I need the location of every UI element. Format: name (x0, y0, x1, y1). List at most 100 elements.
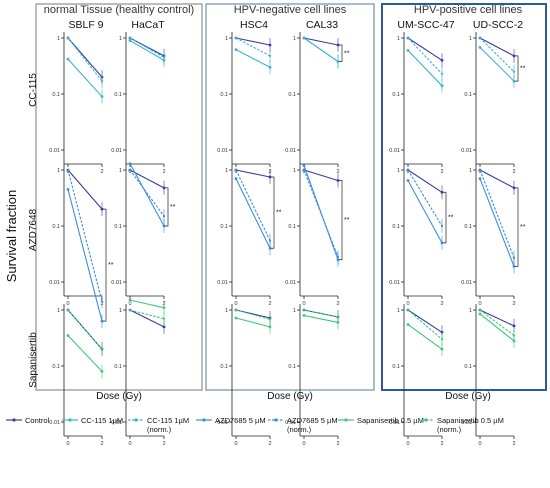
legend-marker (134, 418, 138, 422)
significance-bracket (339, 180, 343, 261)
data-point (66, 334, 70, 337)
series-line (235, 309, 271, 320)
panel-sblf-9-cc-115: 10.10.010 2 (49, 32, 104, 175)
y-tick-label: 0.01 (461, 148, 472, 154)
legend-label-suffix: (norm.) (147, 425, 172, 434)
x-tick-label: 2 (440, 169, 443, 175)
legend-label-suffix: (norm.) (437, 425, 462, 434)
series-line (303, 309, 339, 318)
data-point (128, 308, 132, 312)
y-tick-label: 0.01 (461, 420, 472, 426)
legend-item: AZD7685 5 µM(norm.) (268, 416, 338, 434)
series-line (67, 37, 103, 82)
y-tick-label: 0.1 (220, 364, 228, 370)
y-tick-label: 0.01 (49, 280, 60, 286)
legend-label: AZD7685 5 µM (215, 416, 266, 425)
series-line (67, 169, 103, 302)
x-tick-label: 0 (406, 441, 409, 447)
y-tick-label: 0.1 (392, 224, 400, 230)
series-line (407, 169, 443, 227)
panel-cal33-cc-115: 1 0.1 0.01 0 2 ** (285, 32, 350, 175)
y-tick-label: 0.1 (52, 364, 60, 370)
legend-marker (274, 418, 278, 422)
panel-ud-scc-2-azd7648: 1 0.1 0.01 0 2 ** (461, 164, 526, 307)
legend-label: Control (25, 416, 50, 425)
series-line (407, 50, 443, 87)
group-title-hpv-positive: HPV-positive cell lines (414, 4, 523, 16)
x-axis-title-1: Dose (Gy) (96, 391, 142, 402)
y-tick-label: 1 (293, 308, 296, 314)
x-tick-label: 0 (66, 301, 69, 307)
column-label: CAL33 (306, 19, 338, 31)
series-line (235, 169, 271, 241)
y-tick-label: 1 (469, 308, 472, 314)
data-point (234, 308, 238, 312)
data-point (128, 162, 132, 166)
series-line (67, 58, 103, 97)
series-line (479, 169, 515, 259)
data-point (406, 179, 410, 182)
x-tick-label: 0 (128, 169, 131, 175)
significance-mark: ** (448, 215, 454, 222)
y-tick-label: 0.01 (285, 280, 296, 286)
y-tick-label: 1 (293, 36, 296, 42)
series-line (129, 37, 165, 58)
x-axis-title-3: Dose (Gy) (445, 391, 491, 402)
panel-hsc4-sapanisertib: 1 0.1 0.01 0 2 (217, 304, 272, 447)
y-tick-label: 0.01 (461, 280, 472, 286)
series-line (67, 169, 103, 210)
series-line (303, 37, 339, 62)
significance-bracket (271, 176, 275, 249)
x-tick-label: 0 (302, 441, 305, 447)
y-axis-title: Survival fraction (4, 190, 19, 282)
series-line (303, 314, 339, 323)
x-tick-label: 2 (268, 301, 271, 307)
series-line (235, 178, 271, 249)
series-line (479, 37, 515, 57)
legend-item: CC-115 1µM(norm.) (128, 416, 189, 434)
x-tick-label: 2 (512, 441, 515, 447)
legend-item: Sapanisertib 0.5 µM(norm.) (418, 416, 504, 434)
x-tick-label: 2 (440, 301, 443, 307)
data-point (234, 177, 238, 181)
series-line (129, 163, 165, 227)
data-point (234, 168, 238, 172)
y-tick-label: 0.01 (217, 280, 228, 286)
x-tick-label: 2 (336, 441, 339, 447)
x-tick-label: 0 (234, 169, 237, 175)
data-point (406, 49, 410, 52)
data-point (406, 168, 410, 172)
y-tick-label: 0.01 (111, 280, 122, 286)
legend-item: CC-115 1µM (62, 416, 123, 425)
data-point (478, 308, 482, 312)
legend-marker (202, 418, 206, 422)
y-tick-label: 1 (57, 36, 60, 42)
y-tick-label: 0.01 (111, 148, 122, 154)
data-point (66, 308, 70, 312)
y-tick-label: 1 (119, 168, 122, 174)
y-tick-label: 1 (119, 308, 122, 314)
significance-mark: ** (344, 217, 350, 224)
y-tick-label: 0.1 (464, 92, 472, 98)
series-line (479, 309, 515, 327)
x-tick-label: 0 (478, 169, 481, 175)
x-tick-label: 0 (406, 301, 409, 307)
data-point (234, 48, 238, 52)
x-tick-label: 2 (268, 441, 271, 447)
y-tick-label: 0.1 (464, 364, 472, 370)
series-line (235, 317, 271, 328)
y-tick-label: 0.01 (217, 420, 228, 426)
significance-bracket (443, 191, 447, 244)
series-line (67, 309, 103, 350)
y-tick-label: 1 (57, 168, 60, 174)
significance-bracket (339, 44, 343, 62)
panel-um-scc-47-cc-115: 1 0.1 0.01 0 2 (389, 32, 444, 175)
x-tick-label: 0 (234, 441, 237, 447)
series-line (479, 309, 515, 336)
series-line (303, 169, 339, 258)
y-tick-label: 0.1 (288, 92, 296, 98)
y-tick-label: 0.1 (392, 364, 400, 370)
significance-mark: ** (344, 50, 350, 57)
y-tick-label: 0.01 (49, 148, 60, 154)
